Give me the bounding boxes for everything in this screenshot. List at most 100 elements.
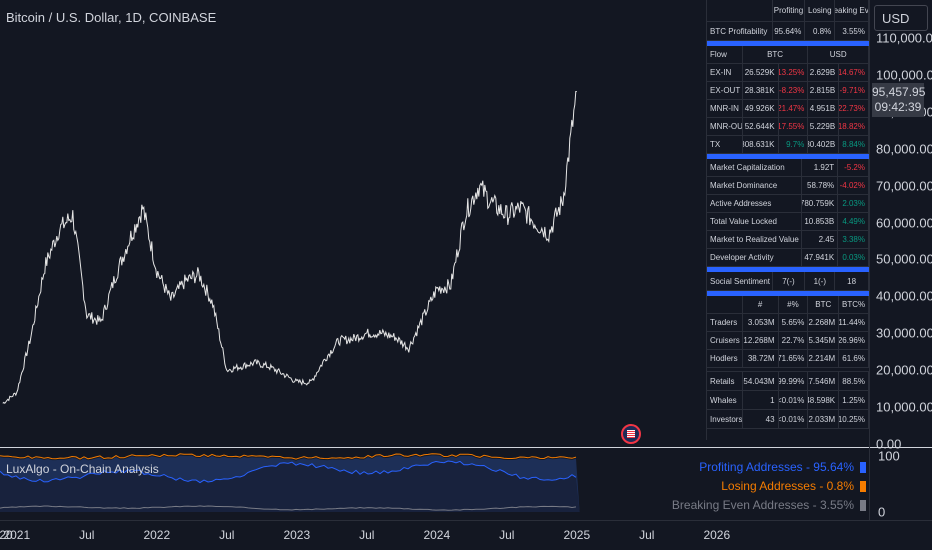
table-row: EX-OUT 28.381K -8.23% 2.815B -9.71% [707, 82, 869, 100]
breaking-even-area [0, 461, 580, 512]
us-flag-event-icon[interactable] [621, 424, 641, 444]
table-separator [707, 291, 869, 296]
table-cell: Investors [707, 410, 743, 428]
legend-entry: Profiting Addresses - 95.64% [699, 460, 866, 474]
table-separator [707, 41, 869, 46]
time-tick-label: 2021 [3, 528, 31, 542]
price-chart[interactable] [0, 0, 870, 447]
table-cell: MNR-IN [707, 100, 743, 117]
table-cell: 88.5% [839, 372, 869, 390]
on-chain-table: ProfitingLosingBreaking EvenBTC Profitab… [706, 0, 869, 440]
table-cell: 10.25% [839, 410, 869, 428]
table-cell: Market to Realized Value [707, 231, 803, 248]
table-cell: 4.49% [838, 213, 869, 230]
table-row: Social Sentiment 7(-) 1(-) 18 [707, 272, 869, 291]
table-row: # #% BTC BTC% [707, 296, 869, 314]
price-tick-label: 80,000.00 [876, 141, 932, 157]
losing-line [0, 453, 577, 460]
price-tick-label: 70,000.00 [876, 178, 932, 194]
table-cell: MNR-OUT [707, 118, 743, 135]
time-tick-label: Jul [79, 528, 95, 542]
table-row: Traders 3.053M 5.65% 2.268M 11.44% [707, 314, 869, 332]
table-cell: 5.345M [808, 332, 840, 349]
table-cell: 0.03% [838, 249, 869, 266]
symbol-title[interactable]: Bitcoin / U.S. Dollar, 1D, COINBASE [6, 10, 217, 25]
time-tick-label: Jul [499, 528, 515, 542]
price-series-line [2, 91, 577, 405]
indicator-title[interactable]: LuxAlgo - On-Chain Analysis [6, 462, 159, 476]
table-cell: 22.7% [779, 332, 809, 349]
table-cell: -14.67% [839, 64, 869, 81]
pane-divider[interactable] [0, 447, 932, 448]
table-row: Total Value Locked 10.853B 4.49% [707, 213, 869, 231]
table-cell: 10.853B [802, 213, 839, 230]
table-cell: 0.8% [805, 22, 836, 40]
currency-selector[interactable]: USD [874, 5, 928, 31]
table-cell: 808.631K [743, 136, 779, 153]
table-cell: Market Capitalization [707, 159, 803, 176]
table-cell: 1.92T [802, 159, 839, 176]
table-cell: 780.759K [802, 195, 839, 212]
table-row: BTC Profitability 95.64% 0.8% 3.55% [707, 22, 869, 41]
legend-label: Losing Addresses - 0.8% [721, 479, 854, 493]
table-cell: 54.043M [743, 372, 779, 390]
table-cell: 1 [743, 391, 779, 409]
legend-entry: Losing Addresses - 0.8% [721, 479, 866, 493]
table-cell: Developer Activity [707, 249, 803, 266]
table-cell: BTC% [839, 296, 869, 313]
time-tick-label: Jul [639, 528, 655, 542]
table-cell: 8.84% [839, 136, 869, 153]
table-cell: 2.268M [808, 314, 840, 331]
oscillator-tick-label: 0 [878, 504, 886, 520]
price-tick-label: 50,000.00 [876, 251, 932, 267]
table-cell: 49.926K [743, 100, 779, 117]
table-row: Investors 43 <0.01% 2.033M 10.25% [707, 410, 869, 429]
table-row: ProfitingLosingBreaking Even [707, 0, 869, 22]
table-cell: 1.25% [839, 391, 869, 409]
legend-swatch [860, 461, 866, 473]
table-row: Flow BTC USD [707, 46, 869, 64]
legend-label: Profiting Addresses - 95.64% [699, 460, 854, 474]
table-cell: 2.033M [808, 410, 840, 428]
table-cell: -18.82% [839, 118, 869, 135]
price-axis-border [869, 0, 870, 520]
time-tick-label: 20 [0, 528, 13, 542]
table-cell: <0.01% [779, 391, 809, 409]
time-tick-label: Jul [359, 528, 375, 542]
table-cell: 52.644K [743, 118, 779, 135]
price-tick-label: 20,000.00 [876, 362, 932, 378]
table-row: MNR-OUT52.644K-17.55%5.229B-18.82% [707, 118, 869, 136]
oscillator-chart[interactable] [0, 448, 870, 520]
table-cell: Cruisers [707, 332, 743, 349]
table-cell: USD [808, 46, 869, 63]
table-row: Market Capitalization 1.92T -5.2% [707, 159, 869, 177]
table-cell: 58.78% [802, 177, 839, 194]
time-tick-label: 2022 [143, 528, 171, 542]
table-cell: 28.381K [743, 82, 779, 99]
table-cell: 3.38% [838, 231, 869, 248]
table-cell: #% [779, 296, 809, 313]
table-cell: 12.268M [743, 332, 779, 349]
price-tick-label: 40,000.00 [876, 288, 932, 304]
time-tick-label: Jul [219, 528, 235, 542]
table-cell: -22.73% [839, 100, 869, 117]
table-cell [707, 296, 743, 313]
table-cell: 61.6% [839, 350, 869, 367]
table-cell: 2.629B [808, 64, 840, 81]
table-cell: EX-IN [707, 64, 743, 81]
table-cell: Active Addresses [707, 195, 803, 212]
table-cell: 26.96% [839, 332, 869, 349]
table-cell: 3.55% [835, 22, 869, 40]
last-price-value: 95,457.95 [872, 85, 926, 99]
last-price-badge: 95,457.95 09:42:39 [872, 83, 926, 117]
table-cell: Profiting [773, 0, 806, 21]
table-cell: 4.951B [808, 100, 840, 117]
price-tick-label: 30,000.00 [876, 325, 932, 341]
time-tick-label: 2024 [423, 528, 451, 542]
table-cell: 38.72M [743, 350, 779, 367]
table-cell: 43 [743, 410, 779, 428]
table-cell: >99.99% [779, 372, 809, 390]
